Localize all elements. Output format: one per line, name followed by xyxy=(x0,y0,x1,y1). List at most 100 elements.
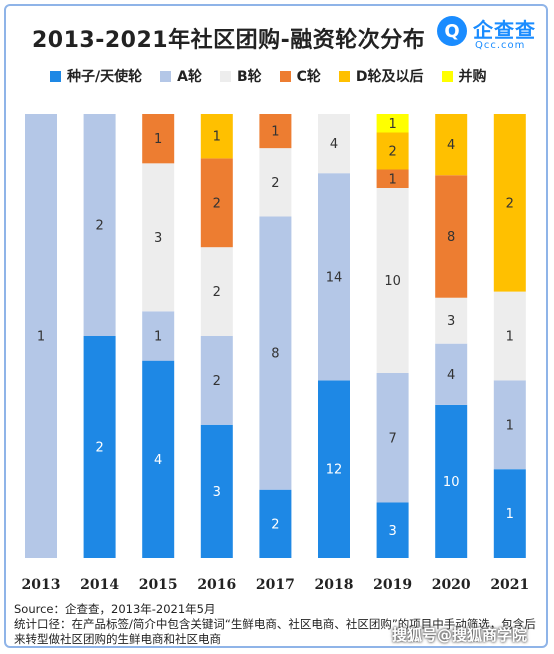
legend-item: D轮及以后 xyxy=(338,66,424,86)
data-label: 4 xyxy=(447,368,455,383)
data-label: 10 xyxy=(443,475,460,490)
bar-segment xyxy=(318,114,350,174)
x-tick-label: 2014 xyxy=(80,577,119,593)
x-tick-label: 2018 xyxy=(315,577,354,593)
bar-segment xyxy=(435,343,468,405)
data-label: 1 xyxy=(154,132,162,147)
x-tick-label: 2013 xyxy=(22,577,61,593)
data-label: 8 xyxy=(271,347,279,362)
data-label: 2 xyxy=(213,196,221,211)
bar-segment xyxy=(435,297,468,344)
legend-swatch xyxy=(219,70,231,82)
bar-segment xyxy=(435,175,468,298)
bar-segment xyxy=(200,114,233,159)
legend-item: 种子/天使轮 xyxy=(50,66,142,86)
chart-legend: 种子/天使轮 A轮 B轮 C轮 D轮及以后 并购 xyxy=(50,66,505,86)
bar-segment xyxy=(83,336,116,558)
legend-label: D轮及以后 xyxy=(355,69,424,85)
data-label: 3 xyxy=(388,524,396,539)
brand-logo: Q 企查查 Qcc.com xyxy=(437,14,547,54)
x-tick-label: 2015 xyxy=(139,577,178,593)
brand-logo-icon: Q xyxy=(437,16,467,46)
brand-name: 企查查 xyxy=(473,18,536,42)
bar-segment xyxy=(25,114,57,558)
footer-source: Source：企查查，2013年-2021年5月 xyxy=(14,602,216,616)
bar-segment xyxy=(493,291,526,381)
data-label: 3 xyxy=(213,485,221,500)
bar-segment xyxy=(200,247,233,336)
bar-segment xyxy=(435,404,468,558)
data-label: 10 xyxy=(384,274,401,289)
data-label: 8 xyxy=(447,230,455,245)
bar-segment xyxy=(493,469,526,558)
bar-segment xyxy=(376,114,409,133)
legend-label: C轮 xyxy=(296,69,321,85)
legend-item: B轮 xyxy=(219,66,262,86)
bar-segment xyxy=(376,373,409,503)
bar-segment xyxy=(142,114,175,164)
x-tick-label: 2019 xyxy=(373,577,412,593)
legend-item: C轮 xyxy=(279,66,321,86)
x-tick-label: 2016 xyxy=(197,577,236,593)
legend-swatch xyxy=(160,70,172,82)
chart-footer: Source：企查查，2013年-2021年5月 统计口径：在产品标签/简介中包… xyxy=(14,602,544,647)
data-label: 2 xyxy=(271,517,279,532)
bar-segment xyxy=(435,114,468,176)
data-label: 7 xyxy=(388,431,396,446)
data-label: 1 xyxy=(37,330,45,345)
legend-item: A轮 xyxy=(160,66,202,86)
bar-segment xyxy=(259,114,292,149)
data-label: 2 xyxy=(506,196,514,211)
legend-swatch xyxy=(50,70,61,82)
bar-segment xyxy=(142,163,175,312)
data-label: 1 xyxy=(154,330,162,345)
bar-segment xyxy=(83,114,116,336)
x-tick-label: 2021 xyxy=(490,577,529,593)
data-label: 1 xyxy=(506,418,514,433)
chart-title: 2013-2021年社区团购-融资轮次分布 xyxy=(32,28,426,53)
bar-segment xyxy=(142,360,175,558)
bar-segment xyxy=(259,489,292,558)
data-label: 4 xyxy=(447,138,455,153)
data-label: 1 xyxy=(506,330,514,345)
data-label: 1 xyxy=(213,130,221,145)
data-label: 14 xyxy=(326,270,343,285)
data-label: 2 xyxy=(271,176,279,191)
bar-segment xyxy=(376,132,409,170)
data-label: 1 xyxy=(506,507,514,522)
bar-segment xyxy=(493,380,526,470)
bar-segment xyxy=(318,380,350,558)
legend-swatch xyxy=(279,70,291,82)
data-label: 1 xyxy=(388,117,396,132)
data-label: 4 xyxy=(154,453,162,468)
x-tick-label: 2020 xyxy=(432,577,471,593)
legend-item: 并购 xyxy=(441,66,487,86)
bar-segment xyxy=(259,148,292,217)
bar-segment xyxy=(376,169,409,188)
data-label: 2 xyxy=(213,374,221,389)
bar-segment xyxy=(142,311,175,361)
data-label: 12 xyxy=(326,463,343,478)
bar-segment xyxy=(493,114,526,292)
bar-segment xyxy=(318,173,350,381)
data-label: 4 xyxy=(330,137,338,152)
brand-sub: Qcc.com xyxy=(475,40,526,51)
bar-segment xyxy=(200,424,233,558)
data-label: 2 xyxy=(388,145,396,160)
data-label: 2 xyxy=(213,285,221,300)
footer-note: 统计口径：在产品标签/简介中包含关键词“生鲜电商、社区电商、社区团购”的项目中手… xyxy=(14,617,536,646)
data-label: 3 xyxy=(447,314,455,329)
bar-segment xyxy=(200,336,233,425)
legend-label: 种子/天使轮 xyxy=(67,69,143,85)
legend-swatch xyxy=(441,70,453,82)
bar-segment xyxy=(200,158,233,248)
data-label: 2 xyxy=(95,441,103,456)
data-label: 1 xyxy=(388,172,396,187)
data-label: 1 xyxy=(271,125,279,140)
bar-segment xyxy=(259,216,292,490)
bar-segment xyxy=(376,188,409,373)
legend-swatch xyxy=(338,70,350,82)
bar-segment xyxy=(376,502,409,558)
legend-label: A轮 xyxy=(177,69,202,85)
